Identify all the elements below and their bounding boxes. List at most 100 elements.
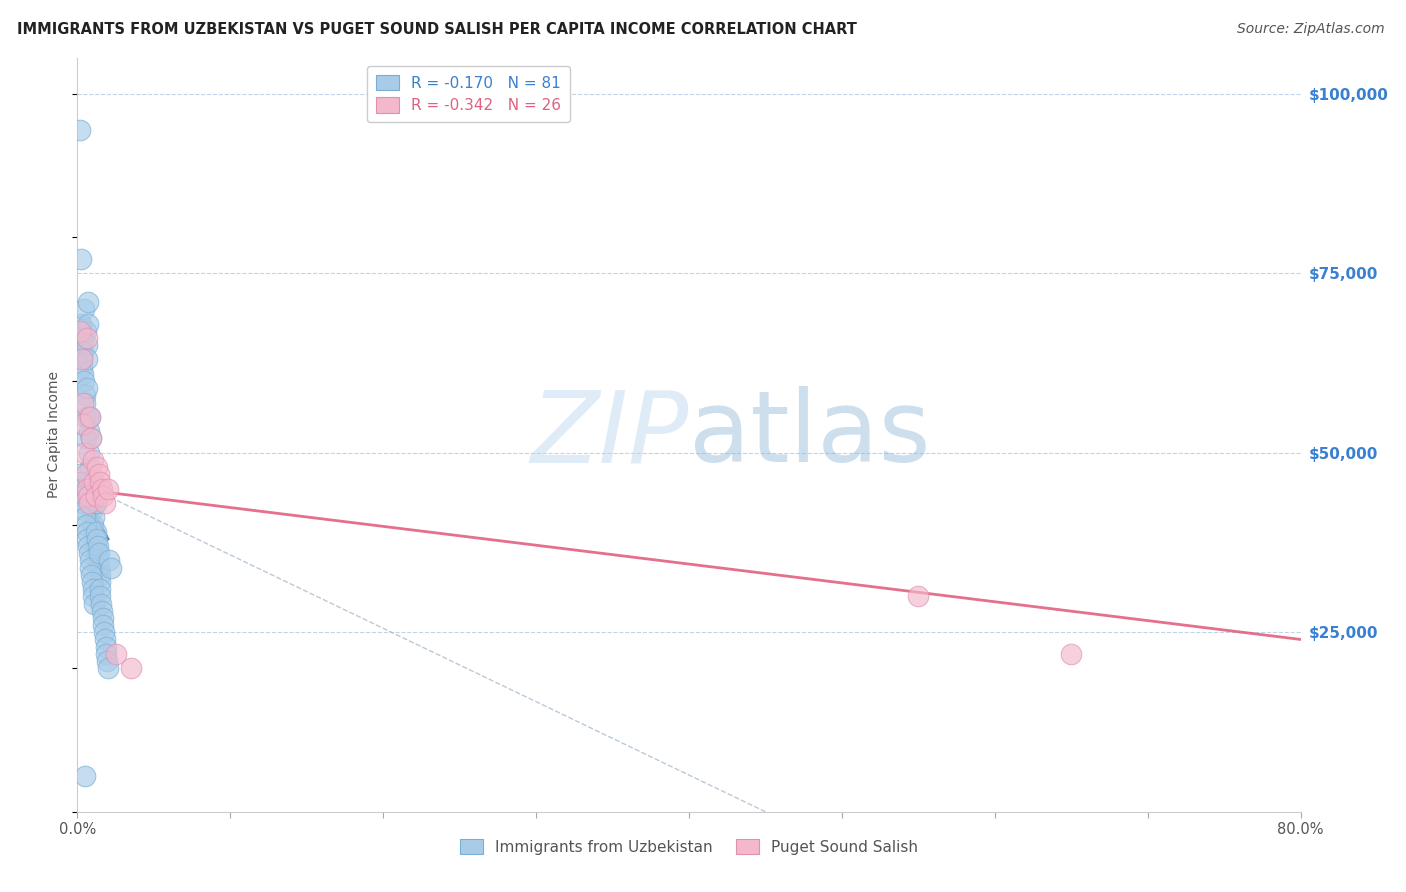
Point: [77, 317, 100, 331]
Point: [72, 331, 94, 345]
Point: [70, 352, 93, 367]
Point: [80, 482, 103, 496]
Text: Source: ZipAtlas.com: Source: ZipAtlas.com: [1237, 22, 1385, 37]
Point: [907, 590, 929, 604]
Point: [96, 654, 118, 668]
Point: [100, 560, 122, 574]
Point: [82, 582, 104, 597]
Point: [72, 417, 94, 431]
Point: [75, 467, 97, 482]
Point: [75, 395, 97, 409]
Point: [69, 324, 91, 338]
Point: [72, 367, 94, 381]
Point: [86, 460, 108, 475]
Point: [87, 553, 110, 567]
Point: [73, 769, 96, 783]
Point: [76, 381, 98, 395]
Point: [80, 503, 103, 517]
Point: [77, 424, 100, 438]
Point: [90, 482, 112, 496]
Point: [72, 496, 94, 510]
Point: [73, 302, 96, 317]
Point: [84, 496, 107, 510]
Point: [90, 604, 112, 618]
Point: [69, 467, 91, 482]
Point: [70, 338, 93, 352]
Point: [89, 475, 111, 489]
Point: [73, 409, 96, 424]
Text: atlas: atlas: [689, 386, 931, 483]
Point: [89, 574, 111, 589]
Point: [75, 324, 97, 338]
Point: [90, 597, 112, 611]
Point: [79, 409, 101, 424]
Point: [104, 647, 127, 661]
Point: [98, 553, 121, 567]
Point: [83, 475, 105, 489]
Point: [82, 517, 104, 532]
Point: [83, 597, 105, 611]
Point: [80, 567, 103, 582]
Point: [86, 532, 108, 546]
Point: [76, 482, 98, 496]
Text: ZIP: ZIP: [530, 386, 689, 483]
Legend: Immigrants from Uzbekistan, Puget Sound Salish: Immigrants from Uzbekistan, Puget Sound …: [454, 832, 924, 861]
Point: [70, 317, 93, 331]
Point: [86, 524, 108, 539]
Point: [75, 432, 97, 446]
Point: [79, 460, 101, 475]
Point: [87, 546, 110, 560]
Point: [73, 503, 96, 517]
Point: [70, 352, 93, 367]
Point: [77, 539, 100, 553]
Point: [70, 482, 93, 496]
Point: [75, 517, 97, 532]
Point: [69, 252, 91, 266]
Point: [86, 539, 108, 553]
Point: [69, 475, 91, 489]
Point: [86, 546, 108, 560]
Point: [73, 374, 96, 388]
Point: [76, 524, 98, 539]
Point: [79, 560, 101, 574]
Point: [87, 467, 110, 482]
Point: [79, 409, 101, 424]
Point: [82, 453, 104, 467]
Point: [76, 532, 98, 546]
Point: [76, 352, 98, 367]
Point: [97, 661, 120, 675]
Point: [77, 295, 100, 310]
Point: [82, 590, 104, 604]
Point: [80, 574, 103, 589]
Text: IMMIGRANTS FROM UZBEKISTAN VS PUGET SOUND SALISH PER CAPITA INCOME CORRELATION C: IMMIGRANTS FROM UZBEKISTAN VS PUGET SOUN…: [17, 22, 856, 37]
Point: [77, 546, 100, 560]
Point: [87, 560, 110, 574]
Point: [84, 489, 107, 503]
Point: [70, 475, 93, 489]
Point: [73, 388, 96, 402]
Point: [89, 582, 111, 597]
Point: [91, 618, 114, 632]
Point: [69, 122, 91, 136]
Point: [83, 510, 105, 524]
Point: [84, 489, 107, 503]
Point: [84, 496, 107, 510]
Point: [79, 553, 101, 567]
Point: [80, 432, 103, 446]
Point: [70, 359, 93, 374]
Point: [94, 632, 117, 647]
Point: [87, 539, 110, 553]
Point: [73, 510, 96, 524]
Point: [91, 489, 114, 503]
Point: [97, 482, 120, 496]
Point: [72, 345, 94, 359]
Point: [84, 532, 107, 546]
Point: [77, 446, 100, 460]
Y-axis label: Per Capita Income: Per Capita Income: [48, 371, 62, 499]
Point: [93, 625, 115, 640]
Point: [72, 395, 94, 409]
Point: [77, 496, 100, 510]
Point: [94, 640, 117, 654]
Point: [73, 446, 96, 460]
Point: [76, 331, 98, 345]
